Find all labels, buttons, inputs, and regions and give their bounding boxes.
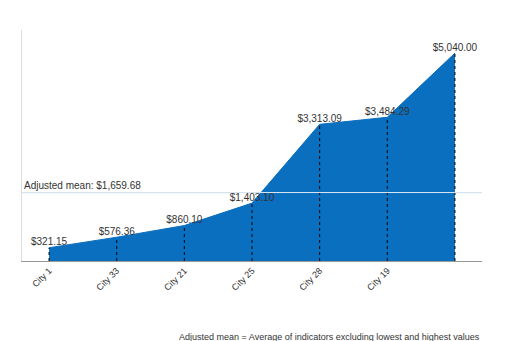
svg-text:$576.36: $576.36	[99, 226, 136, 237]
svg-text:$321.15: $321.15	[31, 236, 68, 247]
svg-text:Adjusted mean = Average of ind: Adjusted mean = Average of indicators ex…	[179, 332, 480, 341]
svg-text:City 33: City 33	[94, 266, 121, 293]
svg-text:City 21: City 21	[162, 266, 189, 293]
svg-text:Adjusted mean: $1,659.68: Adjusted mean: $1,659.68	[24, 180, 141, 191]
svg-text:$3,484.29: $3,484.29	[365, 106, 410, 117]
svg-text:City 25: City 25	[230, 266, 257, 293]
svg-text:$860.10: $860.10	[166, 214, 203, 225]
svg-text:City 1: City 1	[30, 266, 53, 289]
svg-text:City 28: City 28	[297, 266, 324, 293]
svg-text:$5,040.00: $5,040.00	[433, 42, 478, 53]
svg-text:$3,313.09: $3,313.09	[297, 113, 342, 124]
svg-text:$1,403.10: $1,403.10	[230, 192, 275, 203]
svg-text:City 19: City 19	[365, 266, 392, 293]
